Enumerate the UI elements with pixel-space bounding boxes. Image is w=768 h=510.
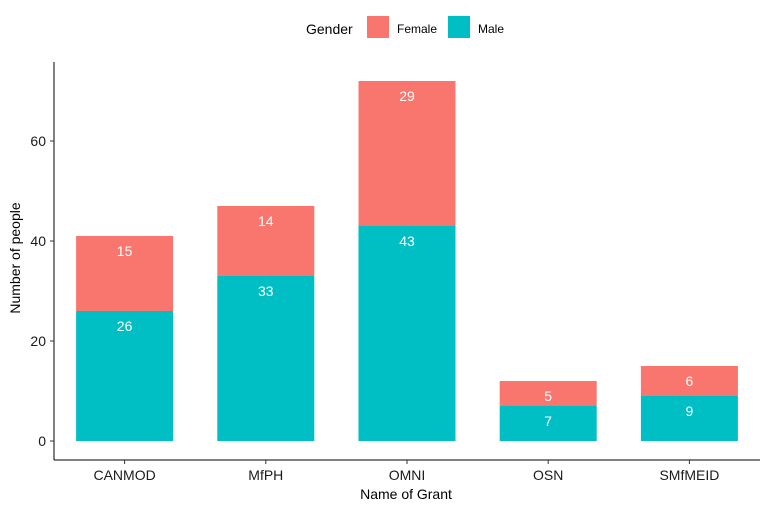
x-axis-title: Name of Grant <box>360 486 452 502</box>
bar-female-mfph <box>217 206 315 276</box>
bar-female-omni <box>358 81 456 226</box>
bars <box>76 81 738 441</box>
x-tick-label: MfPH <box>248 467 283 483</box>
legend-swatch-female <box>367 16 389 38</box>
data-label-female-mfph: 14 <box>258 213 274 229</box>
bar-male-omni <box>358 226 456 441</box>
legend-label-female: Female <box>397 22 437 36</box>
x-tick-label: OSN <box>533 467 563 483</box>
data-label-female-canmod: 15 <box>117 243 133 259</box>
x-tick-label: OMNI <box>389 467 426 483</box>
legend-label-male: Male <box>478 22 504 36</box>
bar-male-canmod <box>76 311 174 441</box>
data-label-female-osn: 5 <box>544 388 552 404</box>
x-tick-label: CANMOD <box>93 467 155 483</box>
data-label-male-canmod: 26 <box>117 318 133 334</box>
legend: Gender Female Male <box>306 16 504 38</box>
bar-female-canmod <box>76 236 174 311</box>
bar-male-osn <box>499 406 597 441</box>
bar-female-osn <box>499 381 597 406</box>
legend-title: Gender <box>306 21 353 37</box>
data-label-male-omni: 43 <box>399 233 415 249</box>
y-tick-label: 60 <box>30 133 46 149</box>
data-label-female-omni: 29 <box>399 88 415 104</box>
bar-male-smfmeid <box>640 396 738 441</box>
y-ticks: 0 20 40 60 <box>30 133 54 449</box>
data-label-male-osn: 7 <box>544 413 552 429</box>
y-axis-title: Number of people <box>7 202 23 314</box>
y-tick-label: 20 <box>30 333 46 349</box>
bar-female-smfmeid <box>640 366 738 396</box>
y-tick-label: 0 <box>38 433 46 449</box>
data-labels: 26 15 33 14 43 29 7 5 9 6 <box>117 88 694 429</box>
x-ticks: CANMOD MfPH OMNI OSN SMfMEID <box>93 460 719 483</box>
legend-swatch-male <box>448 16 470 38</box>
bar-male-mfph <box>217 276 315 441</box>
data-label-male-smfmeid: 9 <box>686 403 694 419</box>
data-label-female-smfmeid: 6 <box>686 373 694 389</box>
data-label-male-mfph: 33 <box>258 283 274 299</box>
x-tick-label: SMfMEID <box>659 467 719 483</box>
y-tick-label: 40 <box>30 233 46 249</box>
